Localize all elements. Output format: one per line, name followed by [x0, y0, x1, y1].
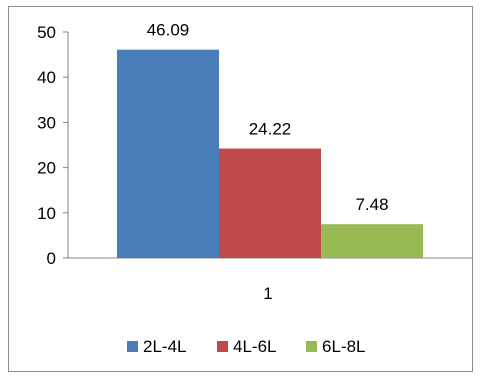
- bar-6L-8L: [321, 224, 423, 258]
- bars: [117, 49, 423, 258]
- y-tick-label: 30: [37, 113, 56, 132]
- bar-4L-6L: [219, 148, 321, 258]
- data-label-6L-8L: 7.48: [355, 195, 388, 214]
- y-tick-label: 40: [37, 68, 56, 87]
- y-axis-ticks: 0 10 20 30 40 50: [37, 23, 68, 268]
- y-tick-label: 0: [47, 249, 56, 268]
- y-tick-label: 50: [37, 23, 56, 42]
- bar-2L-4L: [117, 49, 219, 258]
- legend-label-2L-4L: 2L-4L: [143, 337, 186, 356]
- legend: 2L-4L 4L-6L 6L-8L: [127, 337, 365, 356]
- y-tick-label: 20: [37, 159, 56, 178]
- legend-swatch-6L-8L: [306, 341, 317, 352]
- legend-label-4L-6L: 4L-6L: [233, 337, 276, 356]
- data-label-2L-4L: 46.09: [147, 21, 190, 40]
- data-label-4L-6L: 24.22: [249, 120, 292, 139]
- y-tick-label: 10: [37, 204, 56, 223]
- legend-label-6L-8L: 6L-8L: [322, 337, 365, 356]
- x-tick-label: 1: [263, 284, 272, 303]
- legend-swatch-4L-6L: [217, 341, 228, 352]
- data-labels: 46.09 24.22 7.48: [147, 21, 389, 215]
- legend-swatch-2L-4L: [127, 341, 138, 352]
